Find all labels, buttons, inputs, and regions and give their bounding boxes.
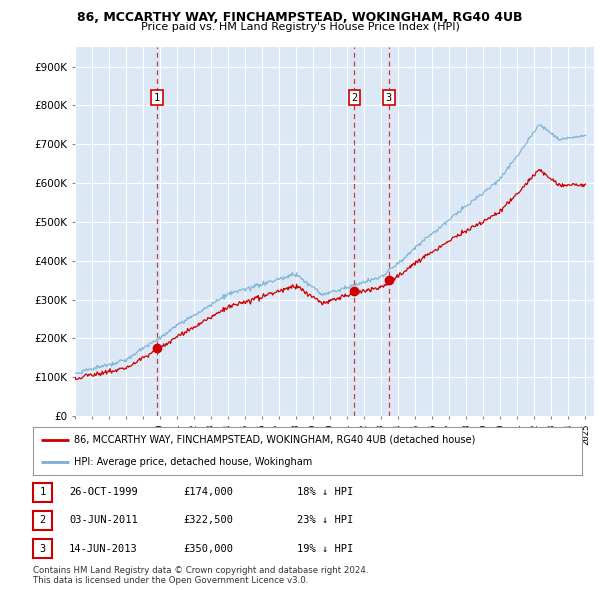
Text: 3: 3 bbox=[386, 93, 392, 103]
Text: 23% ↓ HPI: 23% ↓ HPI bbox=[297, 516, 353, 525]
Text: £322,500: £322,500 bbox=[183, 516, 233, 525]
Text: 03-JUN-2011: 03-JUN-2011 bbox=[69, 516, 138, 525]
Text: 2: 2 bbox=[351, 93, 358, 103]
Text: HPI: Average price, detached house, Wokingham: HPI: Average price, detached house, Woki… bbox=[74, 457, 313, 467]
Text: 26-OCT-1999: 26-OCT-1999 bbox=[69, 487, 138, 497]
Text: 14-JUN-2013: 14-JUN-2013 bbox=[69, 544, 138, 553]
Text: 1: 1 bbox=[40, 487, 46, 497]
Text: 18% ↓ HPI: 18% ↓ HPI bbox=[297, 487, 353, 497]
Text: £350,000: £350,000 bbox=[183, 544, 233, 553]
Text: Contains HM Land Registry data © Crown copyright and database right 2024.
This d: Contains HM Land Registry data © Crown c… bbox=[33, 566, 368, 585]
Text: Price paid vs. HM Land Registry's House Price Index (HPI): Price paid vs. HM Land Registry's House … bbox=[140, 22, 460, 32]
Text: 3: 3 bbox=[40, 544, 46, 553]
Text: 19% ↓ HPI: 19% ↓ HPI bbox=[297, 544, 353, 553]
Text: 86, MCCARTHY WAY, FINCHAMPSTEAD, WOKINGHAM, RG40 4UB (detached house): 86, MCCARTHY WAY, FINCHAMPSTEAD, WOKINGH… bbox=[74, 435, 476, 445]
Text: 1: 1 bbox=[154, 93, 160, 103]
Text: £174,000: £174,000 bbox=[183, 487, 233, 497]
Text: 86, MCCARTHY WAY, FINCHAMPSTEAD, WOKINGHAM, RG40 4UB: 86, MCCARTHY WAY, FINCHAMPSTEAD, WOKINGH… bbox=[77, 11, 523, 24]
Text: 2: 2 bbox=[40, 516, 46, 525]
